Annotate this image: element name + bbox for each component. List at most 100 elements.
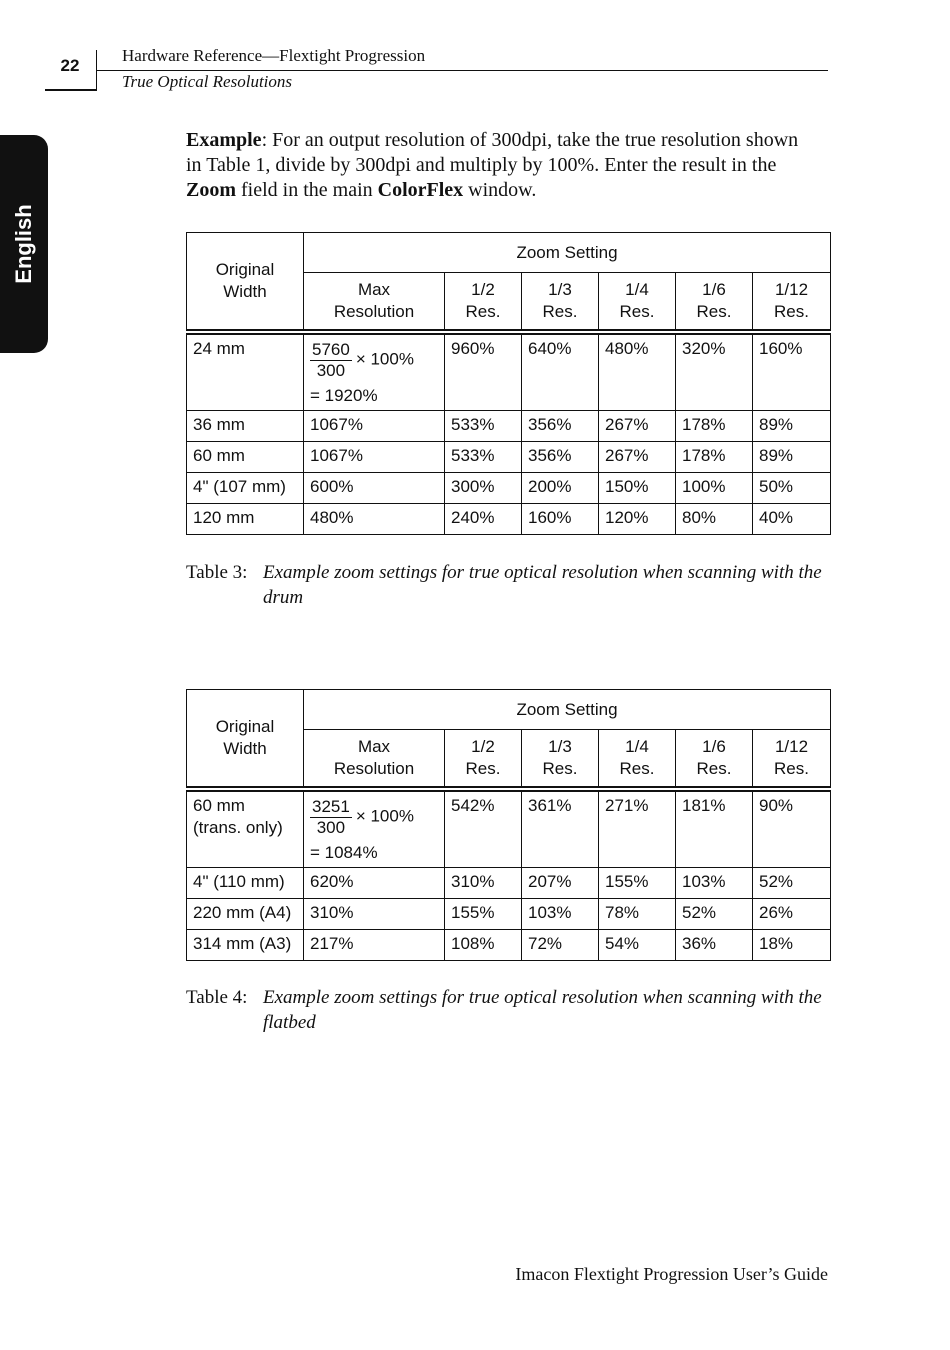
header-cell: Original Width	[186, 689, 304, 792]
intro-text: field in the main	[236, 179, 378, 201]
header-text: 1/3	[548, 280, 572, 299]
cell: 89%	[751, 410, 832, 442]
header-cell: 1/2 Res.	[444, 272, 522, 335]
fraction: 3251 300	[310, 797, 352, 838]
cell: 120%	[598, 503, 676, 535]
cell: 1067%	[303, 410, 445, 442]
cell: 50%	[751, 472, 832, 504]
header-cell: Zoom Setting	[302, 232, 832, 273]
cell: 150%	[598, 472, 676, 504]
header-cell: 1/6 Res.	[675, 729, 753, 792]
table-row: 4" (110 mm) 620% 310% 207% 155% 103% 52%	[186, 867, 832, 899]
header-cell: 1/2 Res.	[444, 729, 522, 792]
cell: 155%	[598, 867, 676, 899]
cell: 4" (107 mm)	[186, 472, 304, 504]
cell: 217%	[303, 929, 445, 961]
cell: 361%	[521, 788, 599, 868]
cell: 72%	[521, 929, 599, 961]
result: = 1084%	[310, 843, 378, 862]
side-tab-label: English	[11, 204, 36, 284]
cell: 54%	[598, 929, 676, 961]
cell: 178%	[675, 410, 753, 442]
header-text: Res.	[619, 759, 655, 778]
cell-text: 220 mm (A4)	[193, 903, 292, 922]
header-text: 1/6	[702, 737, 726, 756]
fraction: 5760 300	[310, 340, 352, 381]
table-row: 220 mm (A4) 310% 155% 103% 78% 52% 26%	[186, 898, 832, 930]
cell-text: (trans. only)	[193, 818, 283, 837]
cell: 267%	[598, 441, 676, 473]
cell-text: 4" (107 mm)	[193, 477, 286, 496]
header-text: Res.	[465, 302, 501, 321]
cell: 320%	[675, 331, 753, 411]
factor: × 100%	[355, 349, 414, 369]
cell: 310%	[444, 867, 522, 899]
header-text: Width	[223, 739, 267, 758]
cell: 89%	[751, 441, 832, 473]
rule	[96, 50, 97, 91]
header-title: Hardware Reference—Flextight Progression	[122, 46, 426, 65]
zoom-table: Original Width Zoom Setting Max Resolution 1/…	[186, 232, 832, 535]
header-text: Max	[357, 280, 391, 299]
header-text: 1/4	[625, 737, 649, 756]
header-cell: 1/3 Res.	[521, 272, 599, 335]
header-cell: Max Resolution	[303, 272, 445, 335]
denominator: 300	[316, 818, 346, 837]
cell: 220 mm (A4)	[186, 898, 304, 930]
header-cell: 1/6 Res.	[675, 272, 753, 335]
cell: 271%	[598, 788, 676, 868]
header-text: Res.	[696, 302, 732, 321]
cell: 640%	[521, 331, 599, 411]
cell: 78%	[598, 898, 676, 930]
header-text: 1/3	[548, 737, 572, 756]
rule	[45, 89, 97, 91]
header-cell: Original Width	[186, 232, 304, 335]
cell-text: 60 mm	[193, 446, 245, 465]
cell: 103%	[675, 867, 753, 899]
cell-text: 120 mm	[193, 508, 255, 527]
header-text: 1/2	[471, 737, 495, 756]
factor: × 100%	[355, 806, 414, 826]
side-tab: English	[0, 135, 48, 353]
intro-paragraph: Example: For an output resolution of 300…	[186, 128, 816, 203]
table-caption: Table 3: Example zoom settings for true o…	[186, 560, 826, 610]
cell: 960%	[444, 331, 522, 411]
table-row: 60 mm 1067% 533% 356% 267% 178% 89%	[186, 441, 832, 473]
table-row: 36 mm 1067% 533% 356% 267% 178% 89%	[186, 410, 832, 442]
cell: 480%	[303, 503, 445, 535]
header-subtitle: True Optical Resolutions	[122, 72, 292, 91]
header-text: Res.	[774, 759, 809, 778]
table-row: 24 mm 5760 300 × 100% = 1920% 960% 640% 480% 320…	[186, 331, 832, 411]
header-text: Res.	[774, 302, 809, 321]
cell: 356%	[521, 441, 599, 473]
cell-text: 60 mm	[193, 796, 245, 815]
header-cell: 1/12 Res.	[751, 729, 832, 792]
cell: 90%	[751, 788, 832, 868]
cell: 600%	[303, 472, 445, 504]
header-row: Max Resolution 1/2 Res. 1/3 Res. 1/4 Res. 1/6 Res…	[187, 729, 832, 792]
page-number: 22	[60, 56, 80, 75]
intro-text: : For an output resolution of 300dpi, ta…	[186, 129, 799, 176]
header-text: 1/6	[702, 280, 726, 299]
cell: 620%	[303, 867, 445, 899]
caption-label: Table 4:	[186, 987, 248, 1008]
numerator: 5760	[310, 340, 352, 361]
cell: 60 mm (trans. only)	[186, 788, 304, 868]
cell: 24 mm	[186, 331, 304, 411]
intro-text: window.	[463, 179, 537, 201]
cell: 40%	[751, 503, 832, 535]
header-cell: 1/4 Res.	[598, 729, 676, 792]
table-row: 314 mm (A3) 217% 108% 72% 54% 36% 18%	[186, 929, 832, 961]
cell: 103%	[521, 898, 599, 930]
cell: 155%	[444, 898, 522, 930]
table-head: Original Width Zoom Setting Max Resolution 1/…	[186, 689, 832, 792]
cell: 1067%	[303, 441, 445, 473]
table-caption: Table 4: Example zoom settings for true o…	[186, 985, 826, 1035]
cell: 80%	[675, 503, 753, 535]
header-text: Resolution	[333, 759, 415, 778]
header-text: Original	[215, 260, 275, 279]
header-text: Res.	[465, 759, 501, 778]
cell: 108%	[444, 929, 522, 961]
result: = 1920%	[310, 386, 378, 405]
